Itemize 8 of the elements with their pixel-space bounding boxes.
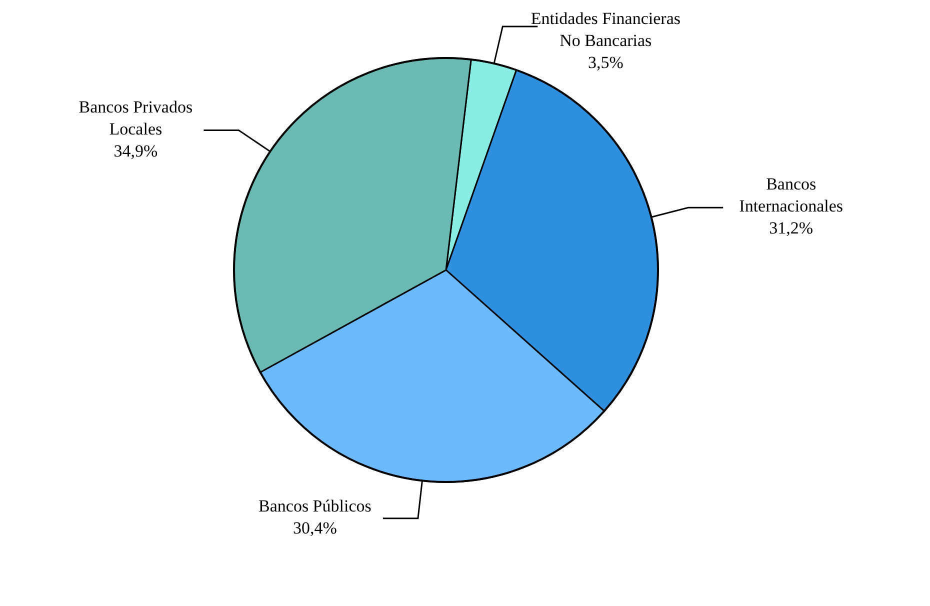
data-label: 31,2% [769,218,814,238]
data-label: 3,5% [588,52,624,72]
data-label: 30,4% [293,518,337,538]
slice-label: Entidades Financieras No Bancarias [530,8,680,50]
slice-label: Bancos Privados Locales [78,97,193,138]
data-label: 34,9% [114,141,158,160]
slice-label: Bancos Públicos [258,496,372,516]
slice-label: Bancos Internacionales [739,174,844,216]
